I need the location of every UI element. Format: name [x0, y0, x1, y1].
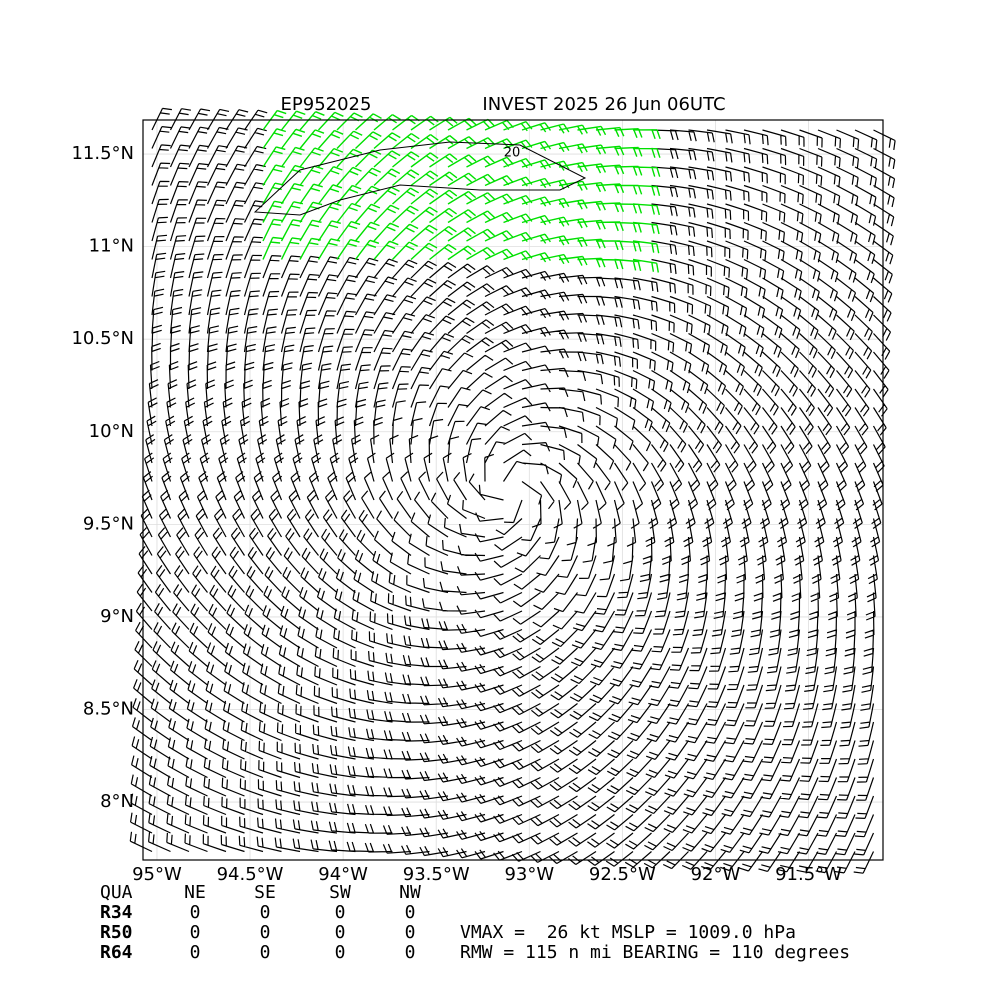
y-tick-label: 10°N: [89, 421, 134, 442]
info-line: RMW = 115 n mi BEARING = 110 degrees: [460, 942, 850, 963]
x-tick-label: 92.5°W: [589, 864, 656, 885]
y-tick-label: 10.5°N: [71, 328, 134, 349]
table-cell: 0: [405, 902, 416, 923]
row-label: R64: [100, 942, 133, 963]
x-tick-label: 93.5°W: [403, 864, 470, 885]
table-cell: 0: [335, 922, 346, 943]
table-cell: 0: [405, 942, 416, 963]
table-cell: 0: [260, 902, 271, 923]
table-cell: 0: [190, 922, 201, 943]
contour-label: 20: [504, 146, 521, 161]
table-cell: 0: [190, 902, 201, 923]
info-line: VMAX = 26 kt MSLP = 1009.0 hPa: [460, 922, 796, 943]
table-cell: 0: [260, 942, 271, 963]
x-tick-label: 95°W: [132, 864, 182, 885]
y-tick-label: 11.5°N: [71, 143, 134, 164]
x-tick-label: 91.5°W: [775, 864, 842, 885]
title: INVEST 2025 26 Jun 06UTC: [482, 94, 725, 115]
x-tick-label: 93°W: [504, 864, 554, 885]
table-cell: 0: [335, 902, 346, 923]
table-header: NE: [184, 882, 206, 903]
table-header: QUA: [100, 882, 133, 903]
y-tick-label: 11°N: [89, 236, 134, 257]
table-header: SE: [254, 882, 276, 903]
table-header: SW: [329, 882, 351, 903]
table-cell: 0: [260, 922, 271, 943]
row-label: R34: [100, 902, 133, 923]
x-tick-label: 92°W: [691, 864, 741, 885]
table-cell: 0: [405, 922, 416, 943]
y-tick-label: 8°N: [100, 791, 134, 812]
y-tick-label: 9°N: [100, 606, 134, 627]
table-cell: 0: [190, 942, 201, 963]
wind-barbs-strong: [262, 109, 661, 273]
wind-barbs: [129, 107, 896, 874]
storm-id: EP952025: [281, 94, 372, 115]
x-tick-label: 94°W: [318, 864, 368, 885]
y-tick-label: 8.5°N: [83, 698, 134, 719]
table-cell: 0: [335, 942, 346, 963]
x-tick-label: 94.5°W: [217, 864, 284, 885]
contour: [253, 141, 587, 216]
row-label: R50: [100, 922, 133, 943]
map-frame: [142, 119, 884, 861]
table-header: NW: [399, 882, 421, 903]
y-tick-label: 9.5°N: [83, 513, 134, 534]
